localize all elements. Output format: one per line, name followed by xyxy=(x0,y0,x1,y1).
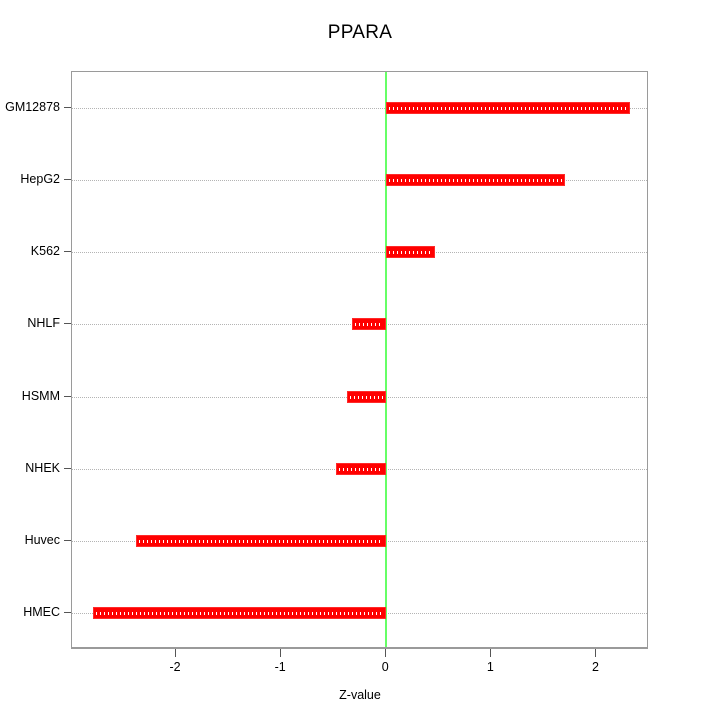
x-tick-label: 2 xyxy=(591,660,599,674)
y-tick-mark xyxy=(64,467,71,469)
y-tick-mark xyxy=(64,395,71,397)
gridline xyxy=(72,252,647,254)
plot-inner xyxy=(72,72,647,647)
y-tick-label-hsmm: HSMM xyxy=(21,388,60,403)
y-tick-label-nhek: NHEK xyxy=(25,460,60,475)
x-tick-label: 0 xyxy=(381,660,389,674)
y-tick-mark xyxy=(64,539,71,541)
y-tick-mark xyxy=(64,107,71,109)
bar-k562 xyxy=(386,246,435,259)
y-tick-label-nhlf: NHLF xyxy=(27,316,60,331)
x-tick-mark xyxy=(280,649,282,657)
bar-hsmm xyxy=(347,390,387,403)
bar-hepg2 xyxy=(386,174,565,187)
bar-nhek xyxy=(335,462,387,475)
y-tick-mark xyxy=(64,179,71,181)
y-tick-label-k562: K562 xyxy=(30,244,60,259)
bar-nhlf xyxy=(351,318,387,331)
bar-huvec xyxy=(136,534,387,547)
y-tick-mark xyxy=(64,323,71,325)
x-axis-spine xyxy=(71,648,648,649)
x-tick-mark xyxy=(490,649,492,657)
x-tick-mark xyxy=(595,649,597,657)
y-tick-mark xyxy=(64,251,71,253)
page-title: PPARA xyxy=(327,22,393,43)
y-tick-label-hmec: HMEC xyxy=(23,604,60,619)
x-tick-label: -1 xyxy=(274,660,286,674)
gridline xyxy=(72,180,647,182)
bar-hmec xyxy=(93,606,387,619)
x-axis-title: Z-value xyxy=(339,688,381,702)
x-tick-mark xyxy=(385,649,387,657)
y-tick-label-huvec: Huvec xyxy=(24,532,60,547)
y-tick-label-hepg2: HepG2 xyxy=(20,172,60,187)
x-tick-label: 1 xyxy=(486,660,494,674)
y-tick-label-gm12878: GM12878 xyxy=(5,100,60,115)
plot-frame xyxy=(71,71,648,648)
gridline xyxy=(72,108,647,110)
x-tick-label: -2 xyxy=(169,660,181,674)
zero-reference-line xyxy=(385,72,388,647)
y-tick-mark xyxy=(64,611,71,613)
y-axis-labels: GM12878 HepG2 K562 NHLF HSMM NHEK Huvec HMEC xyxy=(0,0,60,720)
bar-gm12878 xyxy=(386,102,631,115)
x-tick-mark xyxy=(175,649,177,657)
